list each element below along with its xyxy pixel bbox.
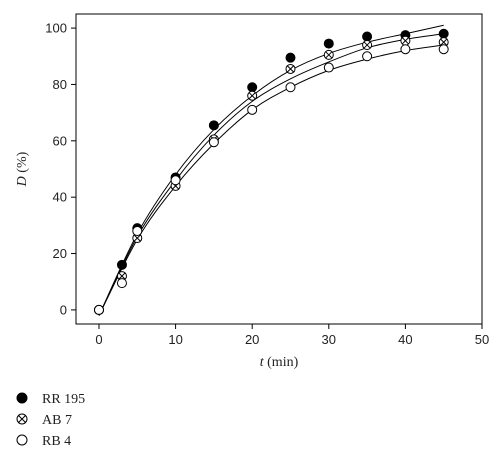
legend-marker-rb4 <box>16 434 28 446</box>
data-point-rb4 <box>93 304 104 315</box>
data-point-rb4 <box>323 62 334 73</box>
data-point-ab7 <box>323 49 334 60</box>
legend-marker-symbol <box>16 392 28 404</box>
x-axis-unit: (min) <box>264 355 299 370</box>
data-point-ab7 <box>247 90 258 101</box>
legend-marker-symbol <box>16 413 28 425</box>
data-point-rb4 <box>247 104 258 115</box>
y-tick-label: 0 <box>60 302 67 317</box>
data-point-rr195 <box>323 38 334 49</box>
x-axis-label: t (min) <box>260 355 299 370</box>
data-point-rb4 <box>285 82 296 93</box>
x-tick-label: 0 <box>95 332 102 347</box>
axis-ticks: 0 10 20 30 40 50 0 20 40 60 80 100 <box>45 21 489 347</box>
x-tick-label: 30 <box>322 332 336 347</box>
data-point-ab7 <box>362 40 373 50</box>
legend-label-rr195: RR 195 <box>42 392 85 407</box>
fit-curve-1 <box>98 33 444 316</box>
x-tick-label: 20 <box>245 332 259 347</box>
data-point-rr195 <box>208 120 219 131</box>
data-point-rr195 <box>285 52 296 63</box>
plot-frame <box>75 13 483 325</box>
y-tick-label: 20 <box>53 246 67 261</box>
x-tick-label: 50 <box>475 332 489 347</box>
legend-label-rb4: RB 4 <box>42 434 71 449</box>
x-tick-label: 40 <box>398 332 412 347</box>
data-point-ab7 <box>116 271 127 282</box>
data-point-rb4 <box>438 44 449 55</box>
data-point-rr195 <box>116 259 127 270</box>
x-axis-variable: t <box>260 355 265 370</box>
y-tick-label: 60 <box>53 133 67 148</box>
fit-curve-0 <box>98 24 444 316</box>
data-point-ab7 <box>285 63 296 74</box>
legend-marker-symbol <box>16 434 28 446</box>
y-axis-label: D (%) <box>15 151 30 187</box>
data-point-rb4 <box>362 51 373 62</box>
data-point-rb4 <box>400 44 411 55</box>
legend-marker-ab7 <box>16 413 28 425</box>
data-point-rr195 <box>438 28 449 39</box>
data-point-rb4 <box>170 175 181 186</box>
fit-curve-2 <box>98 44 444 316</box>
data-point-rr195 <box>362 31 373 42</box>
y-tick-label: 40 <box>53 190 67 205</box>
data-point-ab7 <box>400 35 411 46</box>
data-point-rr195 <box>247 82 258 93</box>
data-point-rb4 <box>116 278 127 289</box>
y-axis-variable: D <box>15 176 30 187</box>
legend: RR 195 AB 7 RB 4 <box>16 392 85 449</box>
fit-curves <box>98 24 444 316</box>
data-point-rb4 <box>208 137 219 148</box>
data-points <box>93 28 449 315</box>
x-tick-label: 10 <box>168 332 182 347</box>
y-axis-unit: (%) <box>15 151 30 176</box>
legend-label-ab7: AB 7 <box>42 413 72 428</box>
legend-marker-rr195 <box>16 392 28 404</box>
y-tick-label: 80 <box>53 77 67 92</box>
y-tick-label: 100 <box>45 21 67 36</box>
data-point-rb4 <box>132 226 143 236</box>
